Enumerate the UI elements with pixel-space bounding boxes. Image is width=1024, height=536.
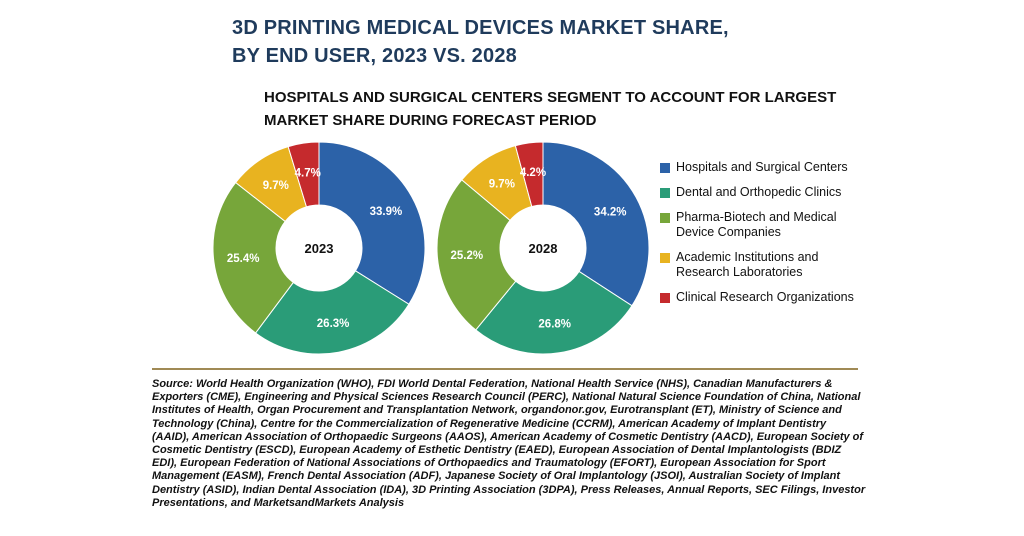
chart-subtitle-line-1: HOSPITALS AND SURGICAL CENTERS SEGMENT T… xyxy=(264,89,837,106)
legend-swatch xyxy=(660,253,670,263)
legend-label: Pharma-Biotech and Medical Device Compani… xyxy=(676,210,837,239)
legend-label: Clinical Research Organizations xyxy=(676,290,854,304)
legend-item-1: Hospitals and Surgical Centers xyxy=(660,160,880,175)
slice-label-2028-1: 34.2% xyxy=(594,206,627,218)
slice-label-2023-3: 25.4% xyxy=(227,253,260,265)
slice-2028-1 xyxy=(542,141,650,307)
legend-label: Dental and Orthopedic Clinics xyxy=(676,185,842,199)
legend-item-4: Academic Institutions and Research Labora… xyxy=(660,250,880,280)
divider-line xyxy=(152,368,858,370)
slice-2028-2 xyxy=(475,270,633,355)
donut-2023: 33.9% 26.3% 25.4% 9.7% 4.7% 2023 xyxy=(212,141,426,355)
legend-swatch xyxy=(660,213,670,223)
slice-label-2028-5: 4.2% xyxy=(520,167,546,179)
slice-2023-1 xyxy=(318,141,426,305)
donut-center-label-2023: 2023 xyxy=(305,241,334,256)
slice-label-2023-4: 9.7% xyxy=(263,180,289,192)
legend-label: Academic Institutions and Research Labora… xyxy=(676,250,819,279)
slice-label-2028-4: 9.7% xyxy=(489,179,515,191)
slice-2028-5 xyxy=(514,141,544,208)
legend-swatch xyxy=(660,188,670,198)
chart-subtitle-line-2: MARKET SHARE DURING FORECAST PERIOD xyxy=(264,112,597,129)
legend-swatch xyxy=(660,163,670,173)
slice-2023-3 xyxy=(212,181,294,334)
legend-item-3: Pharma-Biotech and Medical Device Compani… xyxy=(660,210,880,240)
source-note: Source: World Health Organization (WHO),… xyxy=(152,378,866,509)
chart-title-line-1: 3D PRINTING MEDICAL DEVICES MARKET SHARE… xyxy=(232,17,729,39)
slice-label-2023-5: 4.7% xyxy=(295,167,321,179)
donut-center-label-2028: 2028 xyxy=(529,241,558,256)
chart-title-line-2: BY END USER, 2023 VS. 2028 xyxy=(232,45,517,67)
slice-2023-2 xyxy=(254,270,410,355)
chart-title: 3D PRINTING MEDICAL DEVICES MARKET SHARE… xyxy=(232,14,729,70)
legend-item-5: Clinical Research Organizations xyxy=(660,290,880,305)
legend-label: Hospitals and Surgical Centers xyxy=(676,160,848,174)
donut-2028: 34.2% 26.8% 25.2% 9.7% 4.2% 2028 xyxy=(436,141,650,355)
donut-charts: 33.9% 26.3% 25.4% 9.7% 4.7% 2023 34.2% 26.8% 25.… xyxy=(212,141,650,355)
legend-swatch xyxy=(660,293,670,303)
slice-label-2023-2: 26.3% xyxy=(317,318,350,330)
slice-label-2028-2: 26.8% xyxy=(538,319,571,331)
slice-2023-5 xyxy=(287,141,320,208)
chart-subtitle: HOSPITALS AND SURGICAL CENTERS SEGMENT T… xyxy=(264,86,836,132)
slice-label-2028-3: 25.2% xyxy=(451,250,484,262)
chart-legend: Hospitals and Surgical Centers Dental and… xyxy=(660,160,880,315)
slice-2028-3 xyxy=(436,179,517,331)
slice-label-2023-1: 33.9% xyxy=(370,206,403,218)
legend-item-2: Dental and Orthopedic Clinics xyxy=(660,185,880,200)
